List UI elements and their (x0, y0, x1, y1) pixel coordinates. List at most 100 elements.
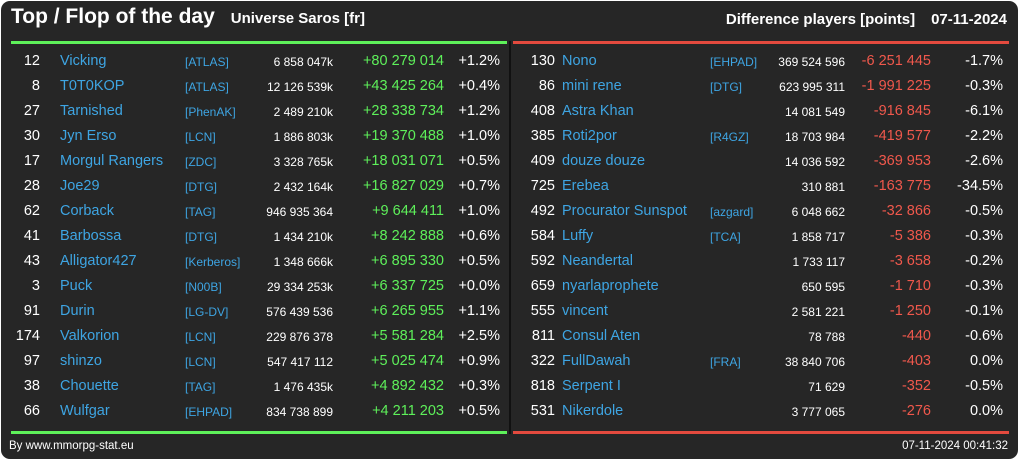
table-row: 174 Valkorion [LCN] 229 876 378 +5 581 284 +2… (1, 323, 509, 348)
alliance-tag-link[interactable]: [PhenAK] (185, 105, 236, 119)
site-credit-link[interactable]: By www.mmorpg-stat.eu (9, 440, 134, 452)
alliance-tag-link[interactable]: [LCN] (185, 355, 216, 369)
table-row: 12 Vicking [ATLAS] 6 858 047k +80 279 014 +1.… (1, 48, 509, 73)
table-row: 322 FullDawah [FRA] 38 840 706 -403 0.0% (511, 348, 1018, 373)
table-row: 91 Durin [LG-DV] 576 439 536 +6 265 955 +1.1% (1, 298, 509, 323)
player-name-link[interactable]: Corback (60, 203, 114, 219)
player-name-link[interactable]: Procurator Sunspot (562, 203, 687, 219)
alliance-tag-link[interactable]: [LG-DV] (185, 305, 229, 319)
points-difference: +9 644 411 (372, 203, 444, 219)
player-name-link[interactable]: Neandertal (562, 253, 633, 269)
table-row: 592 Neandertal 1 733 117 -3 658 -0.2% (511, 248, 1018, 273)
player-name-link[interactable]: Chouette (60, 378, 119, 394)
player-rank: 531 (530, 403, 555, 419)
points-difference: +19 370 488 (362, 128, 444, 144)
points-difference: -5 386 (889, 228, 931, 244)
table-row: 531 Nikerdole 3 777 065 -276 0.0% (511, 398, 1018, 423)
player-name-link[interactable]: Astra Khan (562, 103, 634, 119)
alliance-tag-link[interactable]: [TAG] (185, 205, 216, 219)
alliance-tag-link[interactable]: [LCN] (185, 330, 216, 344)
alliance-tag-link[interactable]: [azgard] (710, 205, 754, 219)
player-name-link[interactable]: Serpent I (562, 378, 621, 394)
alliance-tag-link[interactable]: [ATLAS] (185, 55, 229, 69)
page-title: Top / Flop of the day (11, 5, 215, 28)
percent-change: -0.5% (965, 378, 1003, 394)
percent-change: +0.7% (458, 178, 500, 194)
alliance-tag-link[interactable]: [TAG] (185, 380, 216, 394)
player-rank: 43 (23, 253, 40, 269)
alliance-tag-link[interactable]: [Kerberos] (185, 255, 241, 269)
alliance-tag-link[interactable]: [N00B] (185, 280, 222, 294)
player-name-link[interactable]: Roti2por (562, 128, 617, 144)
percent-change: +1.2% (458, 53, 500, 69)
player-name-link[interactable]: Valkorion (60, 328, 120, 344)
player-name-link[interactable]: Consul Aten (562, 328, 641, 344)
table-row: 408 Astra Khan 14 081 549 -916 845 -6.1% (511, 98, 1018, 123)
player-name-link[interactable]: Luffy (562, 228, 594, 244)
points-difference: -163 775 (873, 178, 931, 194)
table-row: 17 Morgul Rangers [ZDC] 3 328 765k +18 031 0… (1, 148, 509, 173)
player-name-link[interactable]: Barbossa (60, 228, 122, 244)
player-name-link[interactable]: Nono (562, 53, 597, 69)
alliance-tag-link[interactable]: [FRA] (710, 355, 741, 369)
player-name-link[interactable]: douze douze (562, 153, 646, 169)
table-row: 43 Alligator427 [Kerberos] 1 348 666k +6 895… (1, 248, 509, 273)
points-difference: -6 251 445 (861, 53, 931, 69)
alliance-tag-link[interactable]: [R4GZ] (710, 130, 749, 144)
flop-accent-bar (513, 41, 1009, 44)
alliance-tag-link[interactable]: [DTG] (710, 80, 742, 94)
table-row: 555 vincent 2 581 221 -1 250 -0.1% (511, 298, 1018, 323)
player-name-link[interactable]: Jyn Erso (60, 128, 117, 144)
points-difference: -419 577 (873, 128, 931, 144)
player-rank: 584 (530, 228, 555, 244)
points-difference: +8 242 888 (371, 228, 444, 244)
player-name-link[interactable]: T0T0KOP (60, 78, 125, 94)
percent-change: -0.6% (965, 328, 1003, 344)
player-name-link[interactable]: shinzo (60, 353, 102, 369)
percent-change: +0.6% (458, 228, 500, 244)
player-name-link[interactable]: Puck (60, 278, 93, 294)
table-row: 725 Erebea 310 881 -163 775 -34.5% (511, 173, 1018, 198)
player-rank: 12 (23, 53, 40, 69)
player-rank: 66 (23, 403, 40, 419)
alliance-tag-link[interactable]: [EHPAD] (710, 55, 758, 69)
percent-change: -6.1% (965, 103, 1003, 119)
universe-label: Universe Saros [fr] (230, 10, 365, 27)
player-name-link[interactable]: Wulfgar (60, 403, 110, 419)
table-row: 385 Roti2por [R4GZ] 18 703 984 -419 577 -2.2% (511, 123, 1018, 148)
points-difference: -3 658 (889, 253, 931, 269)
alliance-tag-link[interactable]: [TCA] (710, 230, 741, 244)
player-name-link[interactable]: Erebea (562, 178, 609, 194)
player-points: 650 595 (801, 280, 845, 294)
alliance-tag-link[interactable]: [LCN] (185, 130, 216, 144)
player-name-link[interactable]: Alligator427 (60, 253, 137, 269)
player-name-link[interactable]: vincent (562, 303, 608, 319)
player-name-link[interactable]: FullDawah (562, 353, 631, 369)
player-name-link[interactable]: Vicking (60, 53, 107, 69)
player-name-link[interactable]: nyarlaprophete (562, 278, 659, 294)
player-name-link[interactable]: Morgul Rangers (60, 153, 164, 169)
percent-change: -34.5% (957, 178, 1003, 194)
points-difference: -1 710 (889, 278, 931, 294)
player-rank: 17 (23, 153, 40, 169)
top-accent-bar (11, 41, 507, 44)
player-name-link[interactable]: mini rene (562, 78, 622, 94)
player-name-link[interactable]: Durin (60, 303, 95, 319)
player-name-link[interactable]: Tarnished (60, 103, 123, 119)
player-name-link[interactable]: Joe29 (60, 178, 100, 194)
alliance-tag-link[interactable]: [ZDC] (185, 155, 217, 169)
alliance-tag-link[interactable]: [EHPAD] (185, 405, 233, 419)
table-row: 97 shinzo [LCN] 547 417 112 +5 025 474 +0.9% (1, 348, 509, 373)
percent-change: +0.9% (458, 353, 500, 369)
player-rank: 659 (530, 278, 555, 294)
alliance-tag-link[interactable]: [DTG] (185, 230, 217, 244)
points-difference: -369 953 (873, 153, 931, 169)
percent-change: +0.5% (458, 153, 500, 169)
table-row: 30 Jyn Erso [LCN] 1 886 803k +19 370 488 +1.0… (1, 123, 509, 148)
alliance-tag-link[interactable]: [ATLAS] (185, 80, 229, 94)
alliance-tag-link[interactable]: [DTG] (185, 180, 217, 194)
percent-change: 0.0% (969, 403, 1003, 419)
player-points: 547 417 112 (267, 355, 333, 369)
player-name-link[interactable]: Nikerdole (562, 403, 624, 419)
